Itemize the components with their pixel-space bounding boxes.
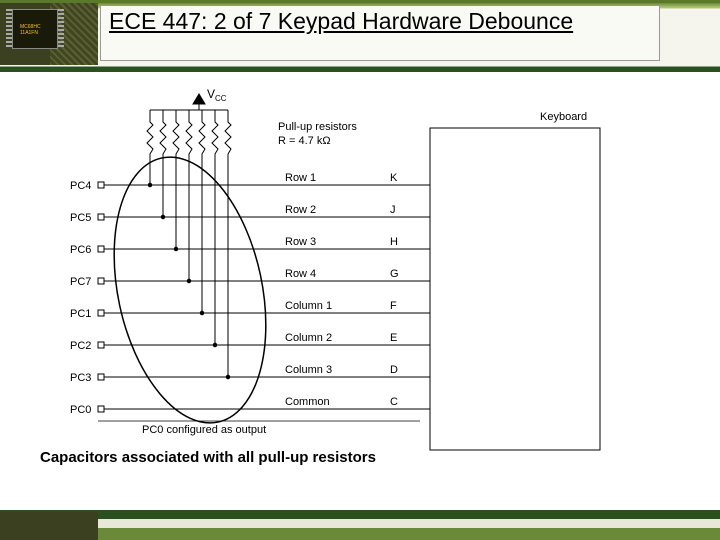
svg-text:Column 3: Column 3: [285, 364, 332, 376]
slide-body: VCC Pull-up resistors R = 4.7 kΩ Keyboard PC…: [0, 72, 720, 500]
svg-text:PC3: PC3: [70, 372, 91, 384]
svg-text:C: C: [390, 396, 398, 408]
svg-text:Row 4: Row 4: [285, 268, 316, 280]
svg-text:PC6: PC6: [70, 244, 91, 256]
svg-text:PC1: PC1: [70, 308, 91, 320]
svg-text:F: F: [390, 300, 397, 312]
svg-text:R = 4.7 kΩ: R = 4.7 kΩ: [278, 135, 331, 147]
svg-text:G: G: [390, 268, 399, 280]
slide-header: MC68HC11A1FN ECE 447: 2 of 7 Keypad Hard…: [0, 0, 720, 72]
slide-footer: [0, 510, 720, 540]
svg-text:Common: Common: [285, 396, 330, 408]
svg-text:PC7: PC7: [70, 276, 91, 288]
svg-text:J: J: [390, 204, 396, 216]
svg-text:Row 3: Row 3: [285, 236, 316, 248]
svg-text:D: D: [390, 364, 398, 376]
slide-title: ECE 447: 2 of 7 Keypad Hardware Debounce: [109, 8, 651, 34]
svg-text:Keyboard: Keyboard: [540, 111, 587, 123]
chip-decoration: MC68HC11A1FN: [0, 3, 98, 65]
svg-text:PC0 configured as output: PC0 configured as output: [142, 424, 266, 436]
svg-text:Row 1: Row 1: [285, 172, 316, 184]
svg-text:VCC: VCC: [207, 87, 227, 103]
title-box: ECE 447: 2 of 7 Keypad Hardware Debounce: [100, 5, 660, 61]
svg-text:PC5: PC5: [70, 212, 91, 224]
svg-text:H: H: [390, 236, 398, 248]
svg-text:Column 2: Column 2: [285, 332, 332, 344]
svg-text:PC4: PC4: [70, 180, 91, 192]
caption-text: Capacitors associated with all pull-up r…: [40, 449, 376, 466]
svg-text:K: K: [390, 172, 398, 184]
svg-text:PC0: PC0: [70, 404, 91, 416]
svg-text:Column 1: Column 1: [285, 300, 332, 312]
svg-text:Row 2: Row 2: [285, 204, 316, 216]
schematic-diagram: VCC Pull-up resistors R = 4.7 kΩ Keyboard PC…: [60, 80, 650, 470]
svg-text:Pull-up resistors: Pull-up resistors: [278, 121, 357, 133]
svg-text:PC2: PC2: [70, 340, 91, 352]
svg-text:E: E: [390, 332, 397, 344]
